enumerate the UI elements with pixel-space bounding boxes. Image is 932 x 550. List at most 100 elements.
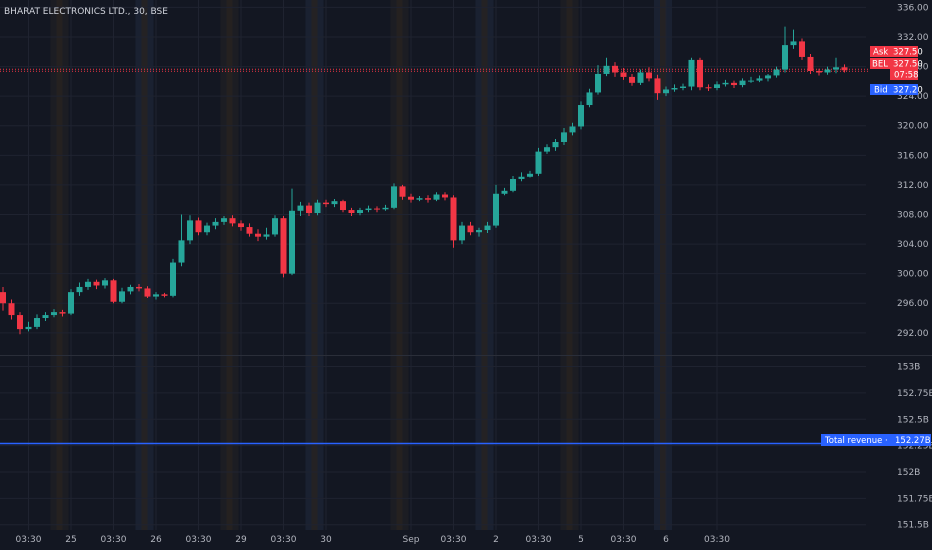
candle <box>85 278 91 290</box>
candle <box>824 66 831 75</box>
candle <box>569 122 576 136</box>
session-band-core <box>226 0 233 530</box>
time-tick-label: 03:30 <box>16 535 42 545</box>
candle <box>204 222 210 236</box>
candle <box>280 215 287 278</box>
candle <box>297 201 304 216</box>
candle <box>663 86 669 97</box>
candle <box>807 53 814 74</box>
time-tick-label: 03:30 <box>101 535 127 545</box>
price-tick-label: 332.00 <box>897 33 929 43</box>
candle <box>748 76 754 83</box>
candle <box>654 74 661 100</box>
candle <box>246 223 253 237</box>
candle <box>136 284 142 292</box>
ask-tag: Ask 327.50 <box>870 46 923 58</box>
candle <box>51 309 57 318</box>
candle <box>365 205 372 213</box>
last-price-tag: BEL 327.50 07:58 <box>870 58 923 81</box>
indicator-tick-label: 152.75B <box>897 389 932 399</box>
candle <box>433 192 440 202</box>
candle <box>59 309 66 317</box>
session-band-core <box>141 0 148 530</box>
time-tick-label: 03:30 <box>186 535 212 545</box>
time-tick-label: 03:30 <box>441 535 467 545</box>
x-axis[interactable]: 03:30 25 03:30 26 03:30 29 03:30 30 Sep 03:30 2 03:… <box>16 535 731 545</box>
candle <box>484 221 491 233</box>
time-tick-label: 5 <box>578 535 584 545</box>
price-tick-label: 308.00 <box>897 210 929 220</box>
candle <box>348 207 355 216</box>
candle <box>612 62 618 77</box>
candle <box>493 184 499 228</box>
indicator-value: 152.27B <box>895 436 931 446</box>
price-tick-label: 320.00 <box>897 122 929 132</box>
candle <box>144 286 151 299</box>
candle <box>586 88 593 108</box>
candle <box>323 199 329 208</box>
candle <box>153 292 159 300</box>
candle <box>289 188 295 276</box>
price-tick-label: 336.00 <box>897 3 929 13</box>
time-tick-label: 26 <box>150 535 162 545</box>
candle <box>578 101 584 130</box>
candle <box>467 221 474 236</box>
grid-lines <box>0 0 870 530</box>
candle <box>782 26 788 73</box>
session-bands <box>50 0 672 530</box>
candle <box>195 217 202 236</box>
time-tick-label: 03:30 <box>526 535 552 545</box>
candle <box>391 183 397 210</box>
candle <box>76 282 83 296</box>
candle <box>680 83 686 91</box>
ask-tag-value: 327.50 <box>893 48 923 58</box>
candle <box>705 84 712 91</box>
candle <box>272 215 278 237</box>
candle <box>450 195 457 248</box>
last-price-box <box>890 58 918 80</box>
candle <box>722 79 729 87</box>
candle <box>17 312 23 335</box>
ask-value-box <box>890 46 918 57</box>
candle <box>340 199 346 213</box>
candle <box>637 69 644 86</box>
candle <box>408 193 414 203</box>
session-band-core <box>566 0 573 530</box>
candle <box>263 227 270 240</box>
ask-tag-box <box>870 46 890 57</box>
price-tick-label: 300.00 <box>897 270 929 280</box>
candle <box>255 229 261 242</box>
candle <box>527 170 533 178</box>
bid-tag-box <box>870 84 890 95</box>
candle <box>238 220 244 231</box>
time-tick-label: 03:30 <box>704 535 730 545</box>
candle <box>816 68 822 76</box>
candle <box>646 67 652 82</box>
candle <box>34 314 40 330</box>
session-band-core <box>56 0 63 530</box>
candle <box>518 172 525 182</box>
candle <box>688 57 695 91</box>
bid-tag: Bid 327.20 <box>870 84 923 96</box>
indicator-tick-label: 152.25B <box>897 442 932 452</box>
y-axis[interactable]: 292.00 296.00 300.00 304.00 308.00 312.00 316.… <box>897 3 932 530</box>
candle <box>399 184 406 200</box>
indicator-tick-label: 153B <box>897 363 920 373</box>
candle <box>765 73 771 82</box>
price-tick-label: 296.00 <box>897 299 929 309</box>
candle <box>314 199 321 216</box>
candles <box>0 26 848 335</box>
candle <box>25 321 32 332</box>
candle <box>8 299 15 320</box>
candle <box>841 64 848 73</box>
candle <box>501 187 508 196</box>
indicator-tick-label: 152B <box>897 468 920 478</box>
price-tick-label: 312.00 <box>897 181 929 191</box>
candle <box>110 278 117 304</box>
candle <box>178 214 185 267</box>
candle <box>42 312 49 321</box>
candle <box>544 144 550 154</box>
indicator-label: Total revenue · FY <box>824 436 901 446</box>
